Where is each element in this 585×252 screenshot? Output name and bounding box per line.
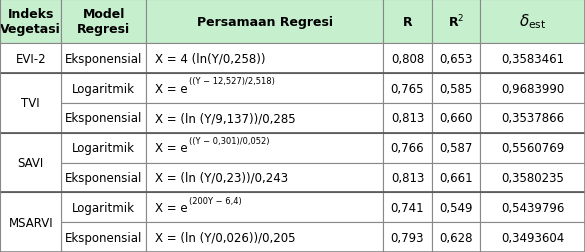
Text: $\delta_{\mathrm{est}}$: $\delta_{\mathrm{est}}$	[519, 13, 546, 31]
Bar	[383, 74, 432, 104]
Bar	[432, 44, 480, 74]
Bar	[480, 0, 585, 44]
Bar	[146, 104, 383, 133]
Bar	[146, 74, 383, 104]
Text: ((Y − 0,301)/0,052): ((Y − 0,301)/0,052)	[189, 137, 270, 145]
Bar	[61, 74, 146, 104]
Text: 0,549: 0,549	[439, 201, 473, 214]
Text: Eksponensial: Eksponensial	[65, 52, 143, 66]
Text: 0,3493604: 0,3493604	[501, 231, 565, 244]
Bar	[383, 222, 432, 252]
Bar	[0, 44, 61, 74]
Bar	[383, 193, 432, 222]
Bar	[432, 193, 480, 222]
Bar	[61, 222, 146, 252]
Text: Logaritmik: Logaritmik	[73, 201, 135, 214]
Text: 0,813: 0,813	[391, 112, 424, 125]
Text: 0,585: 0,585	[439, 82, 473, 95]
Bar	[61, 163, 146, 193]
Bar	[146, 0, 383, 44]
Bar	[146, 133, 383, 163]
Text: (200Y − 6,4): (200Y − 6,4)	[189, 196, 242, 205]
Bar	[146, 44, 383, 74]
Bar	[432, 104, 480, 133]
Text: X = (ln (Y/9,137))/0,285: X = (ln (Y/9,137))/0,285	[155, 112, 295, 125]
Bar	[480, 163, 585, 193]
Bar	[0, 74, 61, 133]
Text: X = e: X = e	[155, 142, 188, 154]
Text: 0,808: 0,808	[391, 52, 424, 66]
Text: Logaritmik: Logaritmik	[73, 142, 135, 154]
Text: Eksponensial: Eksponensial	[65, 171, 143, 184]
Bar	[0, 0, 61, 44]
Text: 0,3583461: 0,3583461	[501, 52, 564, 66]
Text: Eksponensial: Eksponensial	[65, 112, 143, 125]
Text: 0,660: 0,660	[439, 112, 473, 125]
Text: R$^2$: R$^2$	[448, 14, 464, 30]
Text: 0,3537866: 0,3537866	[501, 112, 564, 125]
Text: 0,9683990: 0,9683990	[501, 82, 565, 95]
Text: Logaritmik: Logaritmik	[73, 82, 135, 95]
Bar	[432, 163, 480, 193]
Bar	[61, 44, 146, 74]
Text: 0,653: 0,653	[439, 52, 473, 66]
Text: SAVI: SAVI	[18, 156, 44, 169]
Text: Model
Regresi: Model Regresi	[77, 8, 130, 36]
Bar	[383, 133, 432, 163]
Text: X = (ln (Y/0,23))/0,243: X = (ln (Y/0,23))/0,243	[155, 171, 288, 184]
Text: X = e: X = e	[155, 201, 188, 214]
Text: TVI: TVI	[22, 97, 40, 110]
Text: 0,813: 0,813	[391, 171, 424, 184]
Bar	[432, 74, 480, 104]
Bar	[146, 193, 383, 222]
Text: 0,628: 0,628	[439, 231, 473, 244]
Text: 0,766: 0,766	[391, 142, 424, 154]
Bar	[61, 133, 146, 163]
Text: R: R	[402, 16, 412, 28]
Bar	[61, 104, 146, 133]
Bar	[480, 133, 585, 163]
Bar	[146, 222, 383, 252]
Text: X = e: X = e	[155, 82, 188, 95]
Text: 0,661: 0,661	[439, 171, 473, 184]
Bar	[146, 163, 383, 193]
Bar	[383, 0, 432, 44]
Bar	[432, 0, 480, 44]
Bar	[480, 104, 585, 133]
Bar	[480, 193, 585, 222]
Text: X = (ln (Y/0,026))/0,205: X = (ln (Y/0,026))/0,205	[155, 231, 295, 244]
Text: 0,3580235: 0,3580235	[501, 171, 564, 184]
Bar	[383, 44, 432, 74]
Text: Indeks
Vegetasi: Indeks Vegetasi	[1, 8, 61, 36]
Text: 0,741: 0,741	[391, 201, 424, 214]
Bar	[0, 133, 61, 193]
Bar	[480, 74, 585, 104]
Text: 0,587: 0,587	[439, 142, 473, 154]
Text: Persamaan Regresi: Persamaan Regresi	[197, 16, 333, 28]
Bar	[432, 133, 480, 163]
Text: MSARVI: MSARVI	[8, 216, 53, 229]
Bar	[383, 163, 432, 193]
Bar	[480, 222, 585, 252]
Text: 0,793: 0,793	[391, 231, 424, 244]
Text: ((Y − 12,527)/2,518): ((Y − 12,527)/2,518)	[189, 77, 275, 86]
Bar	[383, 104, 432, 133]
Text: 0,5439796: 0,5439796	[501, 201, 565, 214]
Bar	[432, 222, 480, 252]
Bar	[480, 44, 585, 74]
Text: X = 4 (ln(Y/0,258)): X = 4 (ln(Y/0,258))	[155, 52, 266, 66]
Text: 0,5560769: 0,5560769	[501, 142, 565, 154]
Bar	[0, 193, 61, 252]
Text: EVI-2: EVI-2	[15, 52, 46, 66]
Text: Eksponensial: Eksponensial	[65, 231, 143, 244]
Bar	[61, 193, 146, 222]
Text: 0,765: 0,765	[391, 82, 424, 95]
Bar	[61, 0, 146, 44]
